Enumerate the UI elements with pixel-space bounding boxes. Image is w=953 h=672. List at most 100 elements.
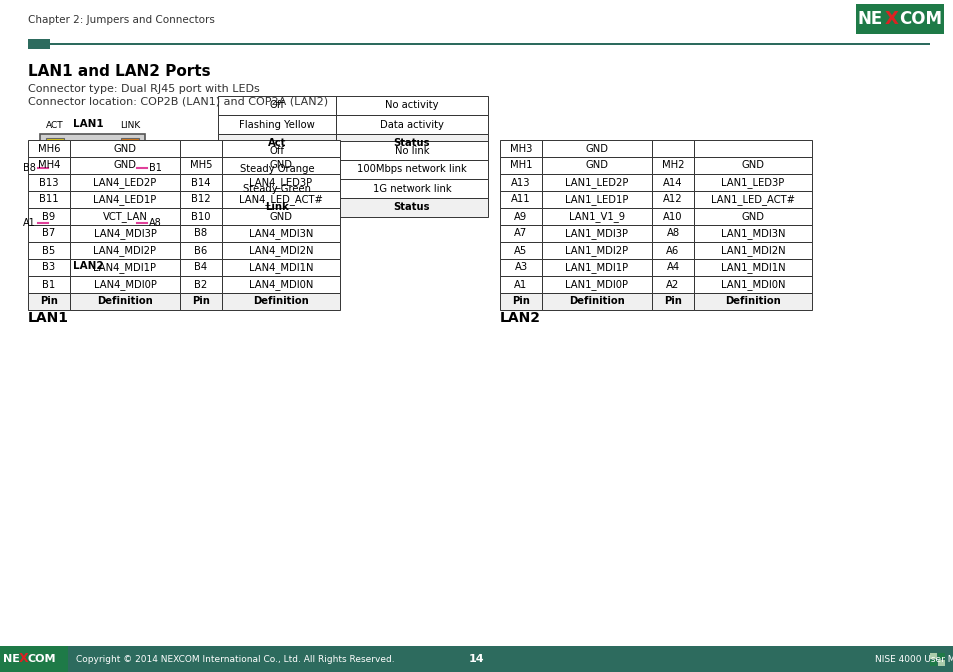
Text: NISE 4000 User Manual: NISE 4000 User Manual [874,655,953,663]
Bar [651,157,693,174]
Bar [693,191,811,208]
Text: LAN1_LED1P: LAN1_LED1P [565,194,628,205]
Text: Pin: Pin [512,296,529,306]
Text: 100Mbps network link: 100Mbps network link [356,165,466,175]
Bar [651,191,693,208]
Bar [335,134,488,153]
Text: LAN1_MDI2N: LAN1_MDI2N [720,245,784,256]
Bar [70,276,180,293]
Text: A2: A2 [666,280,679,290]
Bar [335,115,488,134]
Text: B11: B11 [39,194,59,204]
Bar [693,174,811,191]
Text: A11: A11 [511,194,530,204]
Bar [70,174,180,191]
Bar [693,276,811,293]
Text: Steady Orange: Steady Orange [239,165,314,175]
Bar [222,259,339,276]
Text: LAN4_MDI2P: LAN4_MDI2P [93,245,156,256]
Text: LAN4_MDI2N: LAN4_MDI2N [249,245,313,256]
Bar [499,208,541,225]
Bar [120,213,122,233]
Bar [109,156,111,180]
Text: LAN4_MDI0N: LAN4_MDI0N [249,279,313,290]
Bar [499,174,541,191]
Text: MH1: MH1 [509,161,532,171]
Text: LAN4_LED3P: LAN4_LED3P [249,177,313,188]
Bar [222,208,339,225]
Text: X: X [19,653,29,665]
Bar [48,211,137,235]
Bar [70,157,180,174]
Bar [50,43,929,45]
Bar [499,225,541,242]
Bar [28,293,70,310]
Text: MH4: MH4 [38,161,60,171]
Bar [121,138,139,152]
Bar [180,140,222,157]
Bar [222,174,339,191]
Bar [499,140,541,157]
Text: B7: B7 [42,228,55,239]
Bar [180,259,222,276]
Bar [46,239,64,253]
Bar [180,293,222,310]
Text: Status: Status [394,138,430,149]
Text: GND: GND [113,144,136,153]
Text: LAN4_LED1P: LAN4_LED1P [93,194,156,205]
Bar [335,198,488,217]
Text: COM: COM [28,654,56,664]
Text: A8: A8 [666,228,679,239]
Bar [86,213,88,233]
Bar [180,242,222,259]
Bar [28,39,50,49]
Bar [218,160,335,179]
Bar [693,208,811,225]
Bar [499,276,541,293]
Bar [121,239,139,253]
Text: VCT_LAN: VCT_LAN [103,211,148,222]
Text: GND: GND [269,212,293,222]
Bar [693,225,811,242]
Bar [97,213,99,233]
Text: No link: No link [395,146,429,155]
Text: LAN1_MDI1N: LAN1_MDI1N [720,262,784,273]
Bar [120,156,122,180]
Text: Definition: Definition [724,296,781,306]
Bar [180,174,222,191]
Text: B10: B10 [191,212,211,222]
Bar [222,242,339,259]
Bar [499,157,541,174]
Text: GND: GND [585,161,608,171]
Bar [218,134,335,153]
Bar [651,225,693,242]
Bar [693,293,811,310]
Bar [28,276,70,293]
Bar [180,225,222,242]
Text: LINK: LINK [120,121,140,130]
Bar [0,646,68,672]
Text: LAN1 and LAN2 Ports: LAN1 and LAN2 Ports [28,65,211,79]
Bar [335,179,488,198]
Bar [499,259,541,276]
Bar [70,140,180,157]
Bar [74,156,76,180]
Bar [651,293,693,310]
Text: LAN4_MDI3P: LAN4_MDI3P [93,228,156,239]
Text: LAN1_LED3P: LAN1_LED3P [720,177,783,188]
Bar [937,660,944,666]
Text: B8: B8 [194,228,208,239]
Text: LAN1_V1_9: LAN1_V1_9 [568,211,624,222]
Text: LAN1_MDI2P: LAN1_MDI2P [565,245,628,256]
Text: LAN1_LED2P: LAN1_LED2P [565,177,628,188]
Text: MH3: MH3 [509,144,532,153]
Text: LAN2: LAN2 [72,261,103,271]
Text: NE: NE [857,10,882,28]
Bar [651,242,693,259]
Text: Off: Off [269,101,284,110]
Bar [70,242,180,259]
Text: A3: A3 [514,263,527,273]
Bar [222,191,339,208]
Bar [541,293,651,310]
Text: Data activity: Data activity [379,120,443,130]
